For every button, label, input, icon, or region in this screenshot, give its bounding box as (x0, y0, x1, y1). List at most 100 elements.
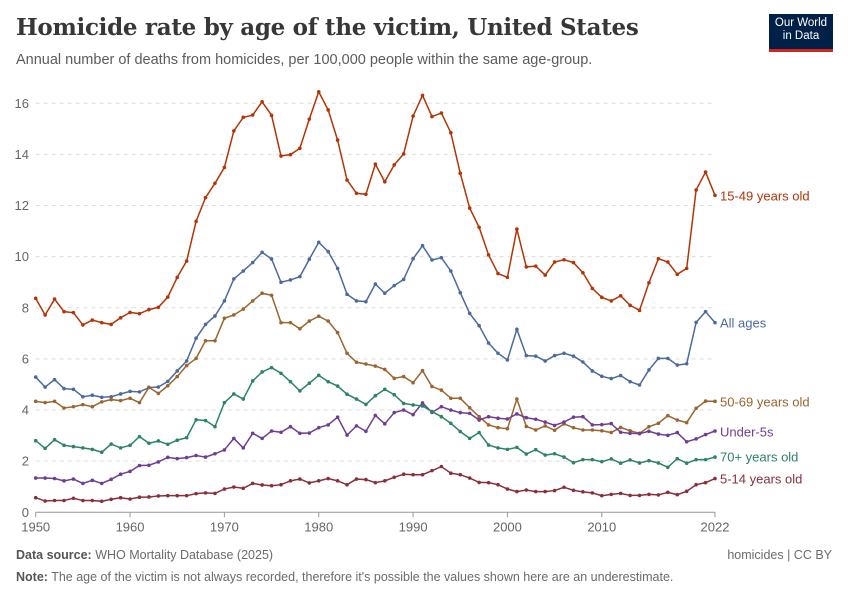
data-point (307, 431, 312, 435)
data-point (411, 380, 415, 385)
data-point (71, 444, 76, 449)
data-point (420, 401, 425, 405)
data-point (411, 412, 415, 417)
data-point (571, 488, 576, 493)
data-point (109, 497, 113, 502)
y-tick-label: 2 (22, 454, 29, 469)
data-point (656, 493, 661, 497)
data-point (203, 322, 208, 327)
data-point (713, 429, 717, 433)
data-point (326, 379, 330, 384)
data-point (203, 338, 208, 343)
data-point (71, 387, 76, 392)
data-point (335, 138, 340, 142)
data-point (326, 108, 330, 112)
license[interactable]: homicides | CC BY (727, 548, 832, 562)
data-point (675, 363, 680, 367)
data-point (430, 468, 434, 473)
data-point (109, 322, 113, 327)
data-point (194, 336, 198, 341)
data-point (260, 99, 264, 104)
data-point (316, 89, 321, 94)
data-point (599, 493, 604, 498)
data-point (288, 320, 293, 325)
data-point (222, 165, 227, 170)
data-point (609, 376, 614, 381)
data-point (411, 472, 415, 477)
data-point (515, 327, 519, 332)
data-point (90, 318, 95, 322)
data-point (279, 482, 283, 487)
data-point (684, 420, 689, 425)
data-point (194, 491, 198, 496)
data-point (581, 457, 585, 462)
data-point (241, 115, 246, 120)
data-point (439, 255, 444, 260)
series-label: 70+ years old (720, 450, 798, 465)
data-point (62, 406, 66, 410)
data-point (175, 438, 180, 443)
data-point (90, 404, 95, 409)
data-point (656, 356, 661, 361)
data-point (345, 292, 349, 297)
data-point (165, 442, 170, 447)
data-point (609, 492, 614, 497)
data-point (430, 409, 434, 414)
chart-title: Homicide rate by age of the victim, Unit… (16, 14, 639, 41)
data-point (496, 351, 500, 356)
data-point (232, 313, 236, 317)
data-point (33, 476, 38, 480)
data-point (99, 320, 104, 325)
data-point (90, 393, 95, 398)
data-point (260, 436, 264, 441)
data-point (62, 443, 66, 448)
data-point (165, 493, 170, 498)
data-point (684, 266, 689, 271)
data-point (213, 491, 217, 496)
data-point (524, 488, 529, 492)
data-point (684, 489, 689, 494)
y-tick-label: 0 (22, 505, 29, 520)
data-point (477, 225, 481, 230)
series-label: 5-14 years old (720, 472, 802, 487)
data-point (666, 260, 670, 264)
data-point (552, 488, 557, 493)
data-point (467, 405, 472, 410)
data-point (232, 392, 236, 396)
data-point (675, 456, 680, 461)
data-point (194, 417, 198, 422)
data-point (165, 295, 170, 299)
source-link[interactable]: WHO Mortality Database (2025) (95, 548, 274, 562)
data-point (477, 323, 481, 328)
data-point (382, 422, 387, 426)
data-point (128, 469, 132, 474)
data-point (298, 146, 302, 151)
data-point (430, 384, 434, 389)
data-point (288, 152, 293, 157)
data-point (439, 111, 444, 115)
data-point (420, 93, 425, 98)
owid-logo[interactable]: Our World in Data (769, 14, 833, 52)
y-tick-label: 8 (22, 300, 29, 315)
data-point (656, 421, 661, 426)
data-point (401, 472, 406, 477)
data-point (156, 439, 161, 443)
data-point (298, 389, 302, 393)
data-point (543, 359, 547, 363)
data-point (703, 480, 708, 485)
data-point (52, 377, 57, 382)
data-point (694, 437, 698, 441)
data-point (326, 423, 330, 427)
data-point (241, 269, 246, 273)
data-point (449, 408, 453, 412)
data-point (175, 374, 180, 379)
chart-subtitle: Annual number of deaths from homicides, … (16, 52, 593, 68)
data-point (543, 424, 547, 428)
data-point (392, 283, 397, 288)
data-point (543, 273, 547, 277)
data-point (109, 477, 113, 482)
data-point (175, 456, 180, 461)
data-point (298, 477, 302, 481)
data-point (571, 460, 576, 465)
data-point (496, 482, 500, 487)
